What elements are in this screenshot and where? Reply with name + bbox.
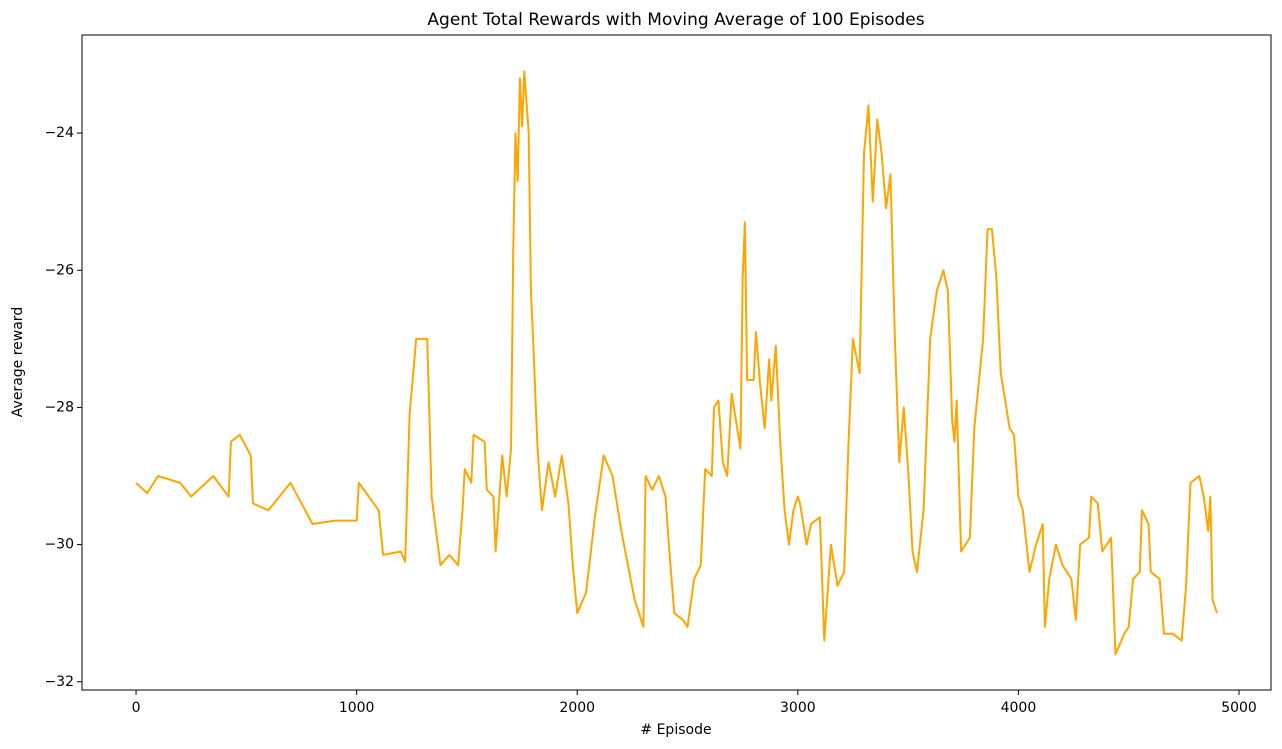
x-tick-label: 5000	[1221, 700, 1257, 716]
y-tick-label: −30	[44, 537, 74, 553]
x-tick-label: 4000	[1001, 700, 1037, 716]
x-tick-label: 1000	[339, 700, 375, 716]
x-tick-label: 3000	[780, 700, 816, 716]
x-tick-label: 0	[132, 700, 141, 716]
y-tick-label: −26	[44, 262, 74, 278]
chart-title: Agent Total Rewards with Moving Average …	[427, 10, 924, 30]
data-line	[135, 70, 1218, 656]
plot-frame	[81, 34, 1272, 691]
y-axis-label: Average reward	[10, 307, 26, 417]
y-tick-label: −24	[44, 125, 74, 141]
y-tick-label: −28	[44, 399, 74, 415]
y-tick-label: −32	[44, 674, 74, 690]
x-tick-label: 2000	[559, 700, 595, 716]
x-axis-label: # Episode	[640, 722, 711, 738]
